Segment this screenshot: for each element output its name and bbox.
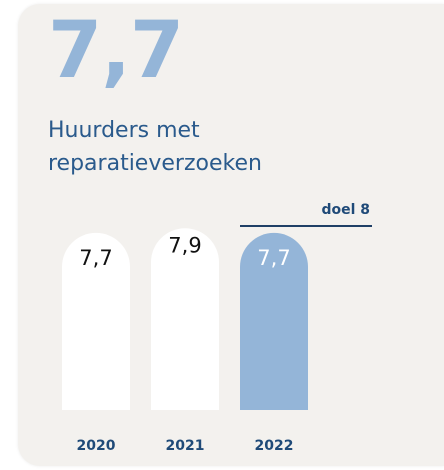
- bar: [62, 232, 130, 410]
- x-tick-label: 2022: [255, 438, 294, 454]
- subtitle: Huurders met reparatieverzoeken: [48, 118, 262, 176]
- target-label: doel 8: [321, 202, 370, 218]
- x-tick-label: 2020: [77, 438, 116, 454]
- headline-number: 7,7: [48, 6, 184, 96]
- value-label: 7,7: [79, 246, 112, 270]
- value-label: 7,9: [168, 233, 201, 257]
- bar: [151, 228, 219, 410]
- x-tick-label: 2021: [166, 438, 205, 454]
- bar: [240, 232, 308, 410]
- value-label: 7,7: [257, 246, 290, 270]
